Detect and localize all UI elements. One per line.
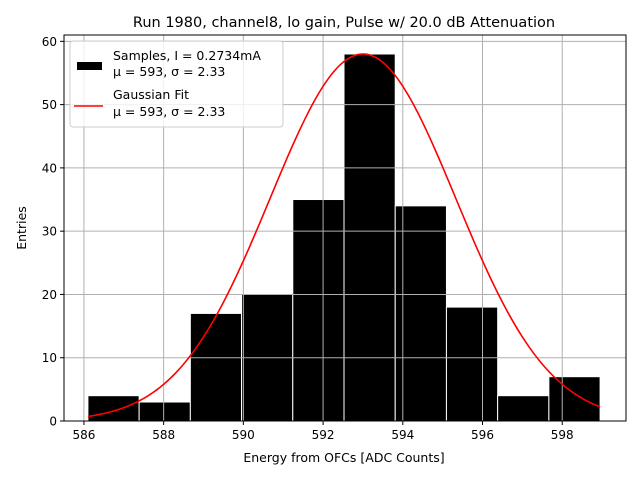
plot-frame: [63, 34, 627, 422]
x-tick-label: 590: [232, 428, 255, 442]
gaussian-fit-line: [87, 53, 601, 418]
x-tick-label: 598: [551, 428, 574, 442]
legend-fit-label: Gaussian Fit: [113, 87, 189, 102]
y-tick-label: 60: [42, 35, 57, 49]
histogram-bar: [189, 312, 243, 422]
legend-samples-sublabel: μ = 593, σ = 2.33: [113, 64, 225, 79]
histogram-bars: [87, 53, 601, 422]
histogram-bar: [343, 53, 396, 422]
histogram-bar: [445, 306, 499, 422]
histogram-bar: [138, 401, 191, 422]
y-axis-label: Entries: [14, 206, 29, 250]
histogram-bar: [292, 199, 345, 422]
legend: Samples, I = 0.2734mA μ = 593, σ = 2.33 …: [69, 40, 284, 128]
x-axis-label: Energy from OFCs [ADC Counts]: [243, 450, 444, 465]
legend-fit-sublabel: μ = 593, σ = 2.33: [113, 104, 225, 119]
x-tick-label: 586: [72, 428, 95, 442]
y-tick-label: 0: [49, 415, 57, 429]
x-tick-label: 588: [152, 428, 175, 442]
legend-samples-swatch: [77, 62, 102, 70]
y-tick-label: 30: [42, 225, 57, 239]
histogram-bar: [497, 395, 550, 422]
gaussian-fit: [87, 53, 601, 418]
legend-samples-label: Samples, I = 0.2734mA: [113, 48, 261, 63]
histogram-bar: [548, 376, 601, 422]
legend-box: [69, 40, 284, 128]
x-tick-label: 594: [391, 428, 414, 442]
histogram-bar: [87, 395, 140, 422]
x-tick-label: 592: [312, 428, 335, 442]
x-tick-label: 596: [471, 428, 494, 442]
y-tick-label: 10: [42, 351, 57, 365]
y-tick-label: 40: [42, 161, 57, 175]
y-tick-label: 20: [42, 288, 57, 302]
x-axis-ticks: 586 588 590 592 594 596 598: [72, 421, 574, 442]
y-axis-ticks: 0 10 20 30 40 50 60: [42, 35, 64, 429]
y-tick-label: 50: [42, 98, 57, 112]
chart-title: Run 1980, channel8, lo gain, Pulse w/ 20…: [133, 15, 555, 31]
